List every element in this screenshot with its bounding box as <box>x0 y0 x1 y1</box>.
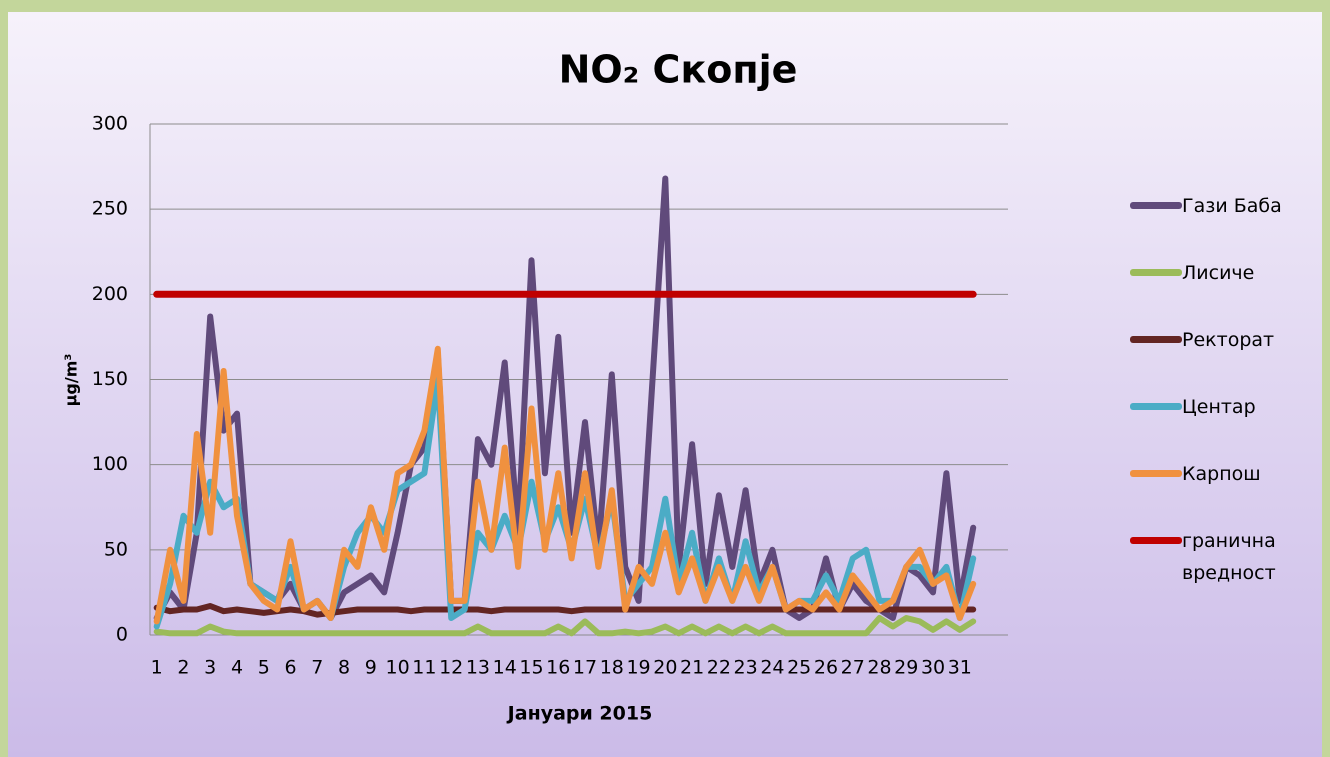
x-tick-label: 24 <box>760 657 784 679</box>
x-tick-label: 25 <box>787 657 811 679</box>
x-tick-label: 12 <box>439 657 463 679</box>
x-tick-label: 7 <box>311 657 323 679</box>
legend-label: Ректорат <box>1182 329 1275 351</box>
x-tick-label: 30 <box>921 657 945 679</box>
x-tick-label: 9 <box>365 657 377 679</box>
y-tick-label: 0 <box>116 624 128 646</box>
legend-item: Гази Баба <box>1130 190 1320 257</box>
x-tick-label: 2 <box>177 657 189 679</box>
legend-swatch <box>1130 336 1182 343</box>
legend-item: Карпош <box>1130 458 1320 525</box>
chart-title: NO₂ Скопје <box>559 48 798 92</box>
x-tick-label: 29 <box>894 657 918 679</box>
x-tick-label: 28 <box>867 657 891 679</box>
y-tick-label: 200 <box>92 283 128 305</box>
x-tick-label: 14 <box>493 657 517 679</box>
x-tick-label: 8 <box>338 657 350 679</box>
x-tick-label: 3 <box>204 657 216 679</box>
x-tick-label: 22 <box>707 657 731 679</box>
legend-swatch <box>1130 403 1182 410</box>
legend-swatch <box>1130 269 1182 276</box>
x-tick-label: 26 <box>814 657 838 679</box>
y-axis-label: μg/m³ <box>62 354 81 407</box>
legend-item: Центар <box>1130 391 1320 458</box>
legend-label: Центар <box>1182 396 1256 418</box>
x-axis-label: Јануари 2015 <box>506 703 653 725</box>
y-tick-label: 100 <box>92 453 128 475</box>
x-tick-label: 13 <box>466 657 490 679</box>
x-tick-label: 11 <box>412 657 436 679</box>
legend-label: Гази Баба <box>1182 195 1282 217</box>
legend-item: Лисиче <box>1130 257 1320 324</box>
x-tick-label: 27 <box>841 657 865 679</box>
series-line <box>153 345 977 625</box>
series-line <box>153 615 977 637</box>
legend-item: гранична вредност <box>1130 525 1320 592</box>
x-tick-label: 18 <box>600 657 624 679</box>
x-tick-label: 21 <box>680 657 704 679</box>
x-tick-label: 16 <box>546 657 570 679</box>
x-tick-label: 23 <box>734 657 758 679</box>
x-tick-label: 4 <box>231 657 243 679</box>
x-tick-label: 1 <box>151 657 163 679</box>
legend-swatch <box>1130 202 1182 209</box>
legend-label: Карпош <box>1182 463 1261 485</box>
x-tick-label: 6 <box>284 657 296 679</box>
legend-item: Ректорат <box>1130 324 1320 391</box>
x-tick-label: 5 <box>258 657 270 679</box>
legend-label: гранична вредност <box>1182 530 1276 584</box>
legend-swatch <box>1130 537 1182 544</box>
y-tick-label: 300 <box>92 113 128 135</box>
series-line <box>153 175 977 621</box>
x-tick-label: 31 <box>948 657 972 679</box>
x-tick-label: 17 <box>573 657 597 679</box>
x-tick-label: 20 <box>653 657 677 679</box>
legend: Гази Баба Лисиче Ректорат Центар Карпош грани… <box>1130 190 1320 592</box>
x-tick-label: 19 <box>626 657 650 679</box>
y-tick-label: 50 <box>104 538 128 560</box>
y-tick-label: 150 <box>92 368 128 390</box>
legend-label: Лисиче <box>1182 262 1255 284</box>
legend-swatch <box>1130 470 1182 477</box>
x-tick-label: 15 <box>519 657 543 679</box>
y-tick-label: 250 <box>92 198 128 220</box>
x-tick-label: 10 <box>386 657 410 679</box>
